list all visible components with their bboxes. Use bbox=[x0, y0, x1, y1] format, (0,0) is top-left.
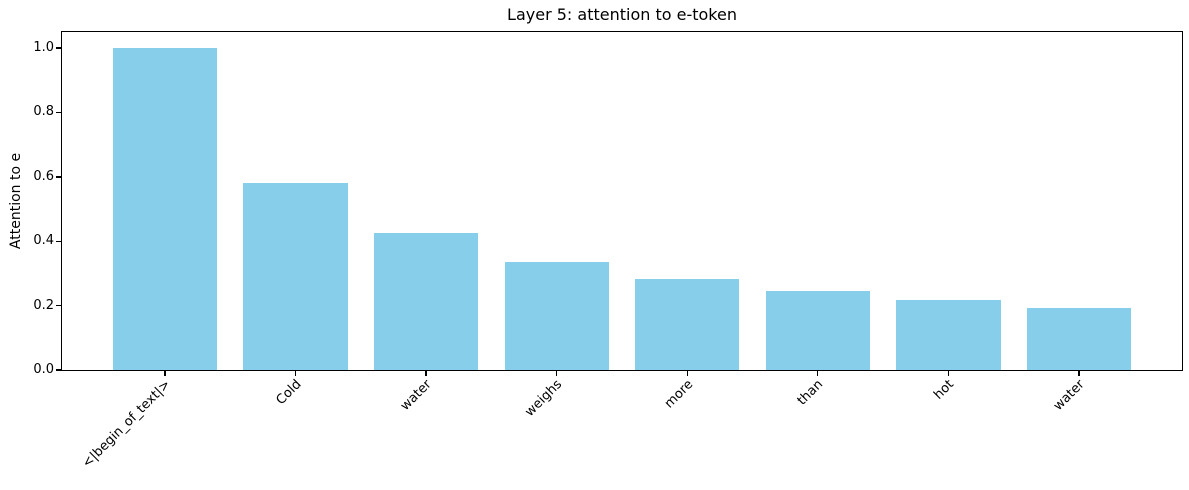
x-tick-label: more bbox=[661, 377, 696, 412]
y-tick-label: 0.0 bbox=[33, 362, 54, 377]
bar bbox=[896, 299, 1001, 370]
bar bbox=[765, 290, 870, 370]
bar bbox=[635, 278, 740, 370]
bar bbox=[112, 48, 218, 370]
bar bbox=[373, 233, 479, 370]
x-tick-mark bbox=[164, 371, 166, 376]
y-tick-mark bbox=[56, 240, 61, 242]
x-tick-label: hot bbox=[931, 377, 957, 403]
x-tick-mark bbox=[817, 371, 819, 376]
y-tick-mark bbox=[56, 111, 61, 114]
y-tick-label: 0.6 bbox=[33, 168, 54, 184]
x-tick-mark bbox=[425, 371, 427, 376]
x-tick-label: <|begin_of_text|> bbox=[79, 377, 174, 472]
chart-title: Layer 5: attention to e-token bbox=[507, 5, 737, 24]
x-tick-label: water bbox=[398, 377, 435, 414]
x-tick-mark bbox=[947, 371, 950, 376]
x-tick-label: water bbox=[1050, 377, 1088, 414]
y-tick-label: 0.2 bbox=[33, 297, 54, 313]
y-tick-label: 0.4 bbox=[33, 233, 54, 249]
y-tick-label: 1.0 bbox=[33, 40, 54, 56]
plot-area bbox=[61, 31, 1183, 371]
x-tick-label: than bbox=[794, 377, 827, 409]
bar bbox=[1026, 307, 1132, 370]
bar bbox=[504, 262, 609, 370]
x-tick-mark bbox=[294, 371, 297, 376]
y-tick-mark bbox=[56, 304, 61, 307]
x-tick-mark bbox=[686, 371, 688, 376]
y-tick-mark bbox=[56, 47, 61, 49]
y-tick-mark bbox=[56, 176, 61, 178]
x-tick-label: Cold bbox=[273, 377, 305, 409]
x-tick-mark bbox=[1078, 371, 1080, 376]
y-tick-mark bbox=[56, 369, 61, 371]
x-tick-label: weighs bbox=[522, 377, 566, 420]
bar bbox=[243, 183, 348, 370]
x-tick-mark bbox=[556, 371, 558, 376]
y-tick-label: 0.8 bbox=[33, 104, 54, 120]
